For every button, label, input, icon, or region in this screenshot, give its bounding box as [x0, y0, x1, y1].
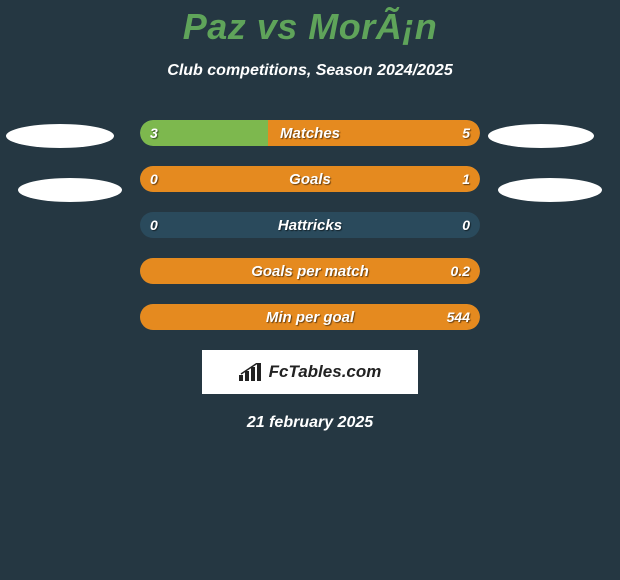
stat-value-right: 5: [462, 120, 470, 146]
stat-value-left: 3: [150, 120, 158, 146]
bar-right: [140, 166, 480, 192]
stat-value-right: 1: [462, 166, 470, 192]
stat-value-right: 0.2: [451, 258, 470, 284]
stat-row: 01Goals: [140, 166, 480, 192]
source-logo-text: FcTables.com: [269, 362, 382, 382]
date-label: 21 february 2025: [0, 414, 620, 432]
stat-row: 0 0Hattricks: [140, 212, 480, 238]
comparison-chart: 35Matches01Goals00Hattricks0.2Goals per …: [0, 120, 620, 330]
subtitle: Club competitions, Season 2024/2025: [0, 62, 620, 80]
source-logo: FcTables.com: [202, 350, 418, 394]
player-marker-ellipse: [6, 124, 114, 148]
bar-right: [268, 120, 481, 146]
player-marker-ellipse: [498, 178, 602, 202]
stat-label: Hattricks: [140, 212, 480, 238]
stat-value-right: 544: [447, 304, 470, 330]
stat-row: 35Matches: [140, 120, 480, 146]
bar-left: [140, 120, 268, 146]
player-marker-ellipse: [18, 178, 122, 202]
bar-chart-icon: [239, 363, 263, 381]
bar-right: [140, 258, 480, 284]
stat-row: 0.2Goals per match: [140, 258, 480, 284]
stat-value-left: 0: [150, 166, 158, 192]
stat-row: 544Min per goal: [140, 304, 480, 330]
stat-value-right: 0: [462, 212, 470, 238]
page-title: Paz vs MorÃ¡n: [0, 0, 620, 48]
player-marker-ellipse: [488, 124, 594, 148]
stat-value-left: 0: [150, 212, 158, 238]
bar-right: [140, 304, 480, 330]
